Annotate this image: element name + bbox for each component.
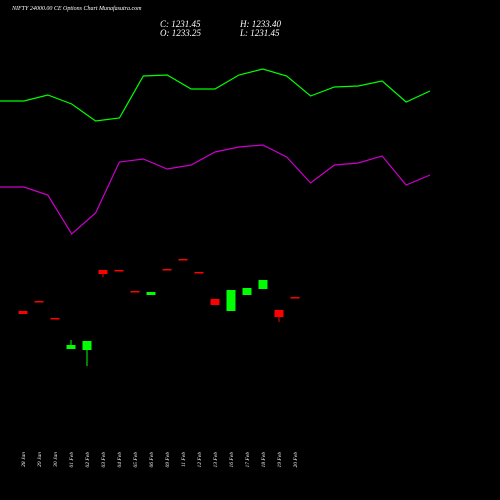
x-tick-label: 05 Feb <box>133 452 139 468</box>
candle-body <box>146 292 156 295</box>
candle-body <box>226 290 236 311</box>
x-tick-label: 16 Feb <box>229 452 235 468</box>
candle-body <box>66 345 76 349</box>
x-tick-label: 20 Feb <box>293 452 299 468</box>
stat: C: 1231.45 <box>160 19 201 29</box>
candle-body <box>18 311 28 314</box>
candle-body <box>178 259 188 261</box>
candle-body <box>82 341 92 350</box>
candle-body <box>274 310 284 317</box>
candle-body <box>210 299 220 305</box>
candle-body <box>130 291 140 293</box>
x-tick-label: 03 Feb <box>101 452 107 468</box>
x-tick-label: 17 Feb <box>245 452 251 468</box>
candle-body <box>34 301 44 303</box>
candle-body <box>194 272 204 274</box>
candle-body <box>162 269 172 271</box>
x-tick-label: 02 Feb <box>85 452 91 468</box>
x-tick-label: 13 Feb <box>213 452 219 468</box>
x-tick-label: 29 Jan <box>37 452 43 467</box>
stat: L: 1231.45 <box>239 28 280 38</box>
x-tick-label: 28 Jan <box>21 452 27 467</box>
stat: O: 1233.25 <box>160 28 201 38</box>
candle-body <box>290 297 300 299</box>
x-tick-label: 04 Feb <box>116 452 123 468</box>
x-tick-label: 30 Jan <box>53 452 59 468</box>
candle-body <box>50 318 60 320</box>
candle-body <box>258 280 268 289</box>
overlay-line <box>0 144 431 235</box>
x-tick-label: 06 Feb <box>149 452 155 468</box>
x-tick-label: 11 Feb <box>181 452 187 467</box>
stat: H: 1233.40 <box>239 19 281 29</box>
candle-body <box>98 270 108 274</box>
candle-body <box>242 288 252 295</box>
x-tick-label: 09 Feb <box>165 452 171 468</box>
candle-body <box>114 270 124 272</box>
x-tick-label: 01 Feb <box>69 452 75 468</box>
x-tick-label: 18 Feb <box>261 452 267 468</box>
chart-title: NIFTY 24000.00 CE Options Chart Munafasu… <box>11 5 142 12</box>
x-tick-label: 12 Feb <box>197 452 203 468</box>
x-tick-label: 19 Feb <box>277 452 283 468</box>
overlay-line <box>0 68 431 122</box>
